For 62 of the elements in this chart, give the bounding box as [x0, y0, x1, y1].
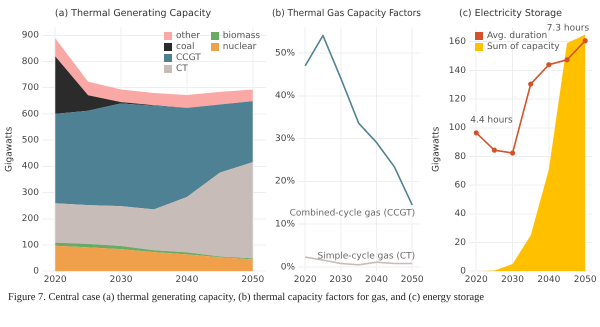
caption: Figure 7. Central case (a) thermal generating capacity, (b) thermal capacity factors for gas, and (c) energy storage — [8, 292, 486, 303]
y-tick-label: 120 — [448, 94, 466, 104]
point — [474, 130, 479, 136]
y-tick-label: 140 — [448, 66, 466, 76]
series-label: Combined-cycle gas (CCGT) — [290, 208, 416, 219]
y-tick-label: 100 — [22, 240, 40, 250]
y-tick-label: 100 — [448, 123, 466, 134]
legend-label: other — [176, 31, 200, 42]
point — [546, 62, 552, 68]
y-tick-label: 40 — [454, 209, 466, 220]
y-tick-label: 600 — [22, 109, 40, 120]
x-tick-label: 2020 — [44, 274, 67, 285]
x-tick-label: 2020 — [294, 274, 317, 285]
x-tick-label: 2050 — [400, 274, 424, 285]
x-tick-label: 2040 — [365, 274, 388, 285]
series-label: Simple-cycle gas (CT) — [318, 251, 416, 262]
point — [582, 38, 588, 44]
annotation: 4.4 hours — [470, 116, 514, 126]
point — [492, 148, 497, 153]
x-tick-label: 2040 — [175, 274, 199, 285]
y-tick-label: 60 — [454, 180, 466, 190]
x-tick-label: 2030 — [501, 274, 524, 285]
x-tick-label: 2050 — [574, 274, 597, 285]
legend-label: nuclear — [222, 42, 256, 52]
y-tick-label: 200 — [22, 214, 40, 224]
y-tick-label: 20% — [274, 176, 296, 187]
y-tick-label: 400 — [22, 162, 40, 172]
y-tick-label: 20 — [454, 238, 466, 248]
x-tick-label: 2050 — [241, 274, 265, 285]
annotation: 7.3 hours — [546, 24, 590, 34]
y-tick-label: 0% — [280, 262, 296, 272]
y-axis-title: Gigawatts — [432, 126, 442, 172]
y-tick-label: 800 — [22, 56, 40, 67]
y-tick-label: 160 — [448, 37, 466, 48]
y-tick-label: 10% — [274, 219, 296, 230]
y-tick-label: 30% — [274, 134, 296, 144]
legend-label: biomass — [222, 31, 260, 42]
y-tick-label: 700 — [22, 83, 40, 94]
chart-title: (c) Electricity Storage — [458, 8, 562, 20]
y-tick-label: 40% — [274, 91, 296, 102]
x-tick-label: 2020 — [464, 274, 488, 285]
y-tick-label: 0 — [33, 266, 40, 277]
y-tick-label: 0 — [460, 266, 466, 277]
point — [564, 57, 570, 62]
y-tick-label: 300 — [22, 188, 40, 198]
y-tick-label: 900 — [22, 30, 40, 41]
x-tick-label: 2040 — [537, 274, 561, 285]
y-tick-label: 500 — [22, 135, 40, 146]
x-tick-label: 2030 — [329, 274, 353, 285]
y-tick-label: 80 — [454, 152, 466, 162]
y-axis-title: Gigawatts — [4, 126, 15, 172]
legend-label: coal — [176, 42, 194, 52]
point — [510, 150, 516, 156]
legend-label: Sum of capacity — [486, 42, 560, 52]
point — [528, 81, 534, 87]
chart-title: (a) Thermal Generating Capacity — [54, 8, 212, 20]
x-tick-label: 2030 — [110, 274, 133, 285]
legend-label: Avg. duration — [486, 31, 548, 42]
legend-label: CT — [176, 64, 188, 74]
y-tick-label: 50% — [274, 48, 296, 58]
chart-title: (b) Thermal Gas Capacity Factors — [272, 8, 422, 20]
legend-label: CCGT — [176, 53, 201, 64]
